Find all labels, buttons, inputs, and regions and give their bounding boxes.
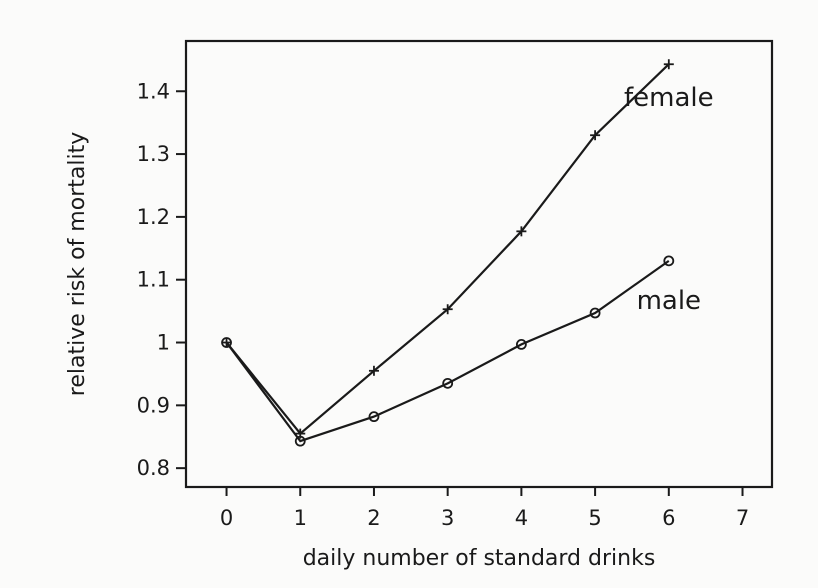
x-axis-label: daily number of standard drinks (303, 546, 656, 571)
male-point (515, 339, 527, 350)
female-point (590, 130, 601, 141)
male-series-label: male (637, 286, 701, 316)
y-tick-label: 1.3 (137, 142, 170, 166)
x-tick-label: 7 (736, 506, 749, 530)
x-tick-label: 4 (515, 506, 528, 530)
male-point (589, 307, 601, 319)
x-tick-label: 0 (220, 506, 233, 530)
x-tick-label: 6 (662, 506, 675, 530)
y-tick-label: 1.4 (137, 79, 170, 103)
male-point (663, 255, 675, 267)
female-series-label: female (624, 83, 714, 113)
male-point (368, 411, 380, 423)
series-layer: female male (221, 59, 714, 447)
x-tick-label: 1 (294, 506, 307, 530)
y-tick-label: 0.8 (137, 456, 170, 480)
x-tick-label: 3 (441, 506, 454, 530)
y-tick-label: 1.2 (137, 205, 170, 229)
female-point (442, 304, 453, 315)
x-tick-label: 5 (588, 506, 601, 530)
male-line (225, 260, 670, 443)
series-female: female (221, 59, 714, 439)
plot-frame (184, 39, 774, 489)
y-tick-label: 0.9 (137, 393, 170, 417)
series-male: male (221, 255, 701, 447)
x-axis: 0 1 2 3 4 5 6 7 (220, 487, 749, 530)
male-point (221, 337, 232, 348)
male-point (442, 377, 454, 389)
female-point (516, 226, 527, 237)
x-tick-label: 2 (367, 506, 380, 530)
male-point (294, 435, 306, 447)
female-point (663, 59, 674, 70)
female-point (368, 365, 379, 376)
y-tick-label: 1 (157, 331, 170, 355)
y-tick-label: 1.1 (137, 268, 170, 292)
y-axis: 0.8 0.9 1 1.1 1.2 1.3 1.4 (137, 79, 186, 480)
y-axis-label: relative risk of mortality (65, 132, 90, 396)
